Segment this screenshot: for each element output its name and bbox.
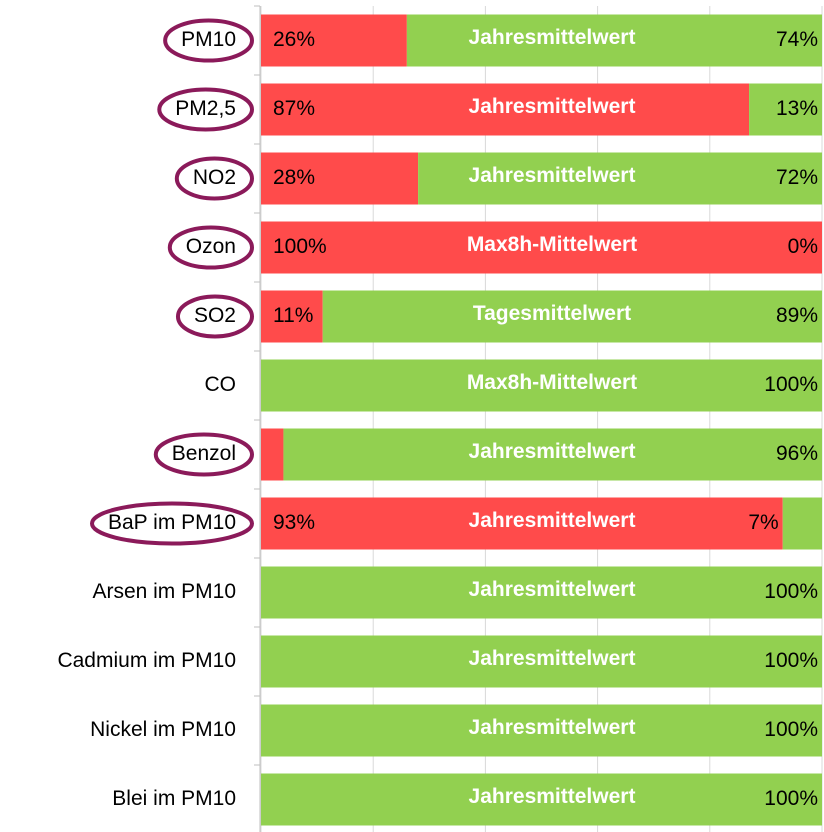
bar-segment [261, 359, 822, 412]
value-label: 100% [764, 787, 818, 810]
value-label: 28% [273, 166, 315, 189]
bar-annotation: Jahresmittelwert [469, 509, 636, 532]
bar-annotation: Jahresmittelwert [469, 95, 636, 118]
bar-segment [261, 290, 323, 343]
bar-segment [261, 704, 822, 757]
bar-segment [261, 83, 750, 136]
bar-annotation: Max8h-Mittelwert [467, 371, 637, 394]
category-label: Cadmium im PM10 [57, 649, 236, 672]
bar-annotation: Jahresmittelwert [469, 440, 636, 463]
highlight-ring [163, 18, 254, 63]
value-label: 7% [748, 511, 778, 534]
value-label: 89% [776, 304, 818, 327]
value-label: 100% [273, 235, 327, 258]
value-label: 96% [776, 442, 818, 465]
value-label: 11% [273, 304, 313, 327]
bar-segment [261, 773, 822, 826]
highlight-ring [174, 156, 254, 201]
highlight-ring [153, 432, 254, 477]
bar-segment [406, 14, 822, 67]
bar-segment [782, 497, 822, 550]
value-label: 100% [764, 718, 818, 741]
bar-annotation: Jahresmittelwert [469, 785, 636, 808]
category-label: Benzol [172, 442, 236, 465]
bar-segment [261, 14, 407, 67]
category-label: PM10 [181, 28, 236, 51]
value-label: 100% [764, 649, 818, 672]
value-label: 26% [273, 28, 315, 51]
bar-annotation: Jahresmittelwert [469, 26, 636, 49]
highlight-ring [167, 225, 254, 270]
category-label: Ozon [186, 235, 236, 258]
value-label: 74% [776, 28, 818, 51]
bar-annotation: Max8h-Mittelwert [467, 233, 637, 256]
category-label: Arsen im PM10 [92, 580, 236, 603]
category-label: CO [205, 373, 237, 396]
category-label: PM2,5 [175, 97, 236, 120]
value-label: 100% [764, 580, 818, 603]
bar-segment [261, 221, 822, 274]
value-label: 13% [776, 97, 818, 120]
value-label: 72% [776, 166, 818, 189]
bar-segment [322, 290, 822, 343]
category-label: Nickel im PM10 [90, 718, 236, 741]
bar-annotation: Jahresmittelwert [469, 647, 636, 670]
value-label: 87% [273, 97, 315, 120]
bar-segment [261, 428, 284, 481]
bar-segment [749, 83, 822, 136]
bar-segment [261, 566, 822, 619]
bar-segment [283, 428, 822, 481]
bar-segment [261, 635, 822, 688]
category-label: BaP im PM10 [108, 511, 236, 534]
bar-segment [418, 152, 822, 205]
highlight-ring [157, 87, 254, 132]
highlight-ring [90, 501, 254, 546]
bar-segment [261, 497, 783, 550]
bar-annotation: Jahresmittelwert [469, 716, 636, 739]
bar-annotation: Jahresmittelwert [469, 578, 636, 601]
bar-segment [261, 152, 419, 205]
value-label: 0% [788, 235, 818, 258]
bar-annotation: Tagesmittelwert [473, 302, 631, 325]
category-label: NO2 [193, 166, 236, 189]
category-label: Blei im PM10 [112, 787, 236, 810]
bar-annotation: Jahresmittelwert [469, 164, 636, 187]
value-label: 100% [764, 373, 818, 396]
highlight-ring [175, 294, 254, 339]
value-label: 93% [273, 511, 315, 534]
category-label: SO2 [194, 304, 236, 327]
